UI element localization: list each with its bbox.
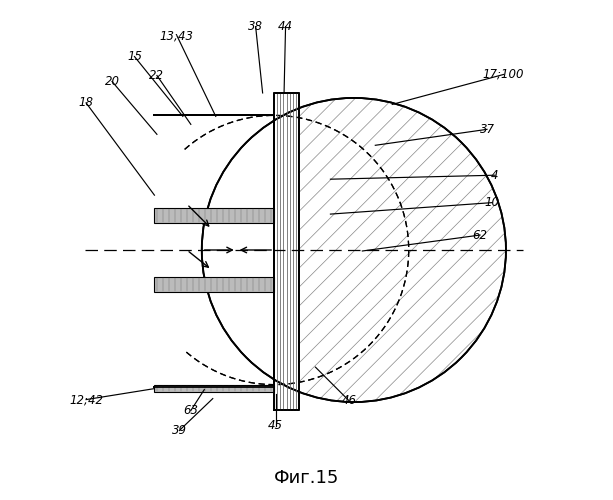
Text: 12;42: 12;42 [69, 393, 103, 406]
Text: 45: 45 [268, 419, 283, 432]
Text: 39: 39 [172, 424, 187, 437]
Text: 4: 4 [491, 168, 499, 181]
Bar [154, 116, 274, 387]
Bar [154, 208, 274, 222]
Text: 38: 38 [248, 20, 263, 33]
Text: 62: 62 [473, 228, 487, 241]
Text: 17;100: 17;100 [482, 68, 524, 81]
Text: 46: 46 [341, 394, 356, 407]
Bar [154, 116, 274, 387]
Text: 22: 22 [150, 69, 164, 82]
Text: 20: 20 [105, 75, 120, 88]
Text: 37: 37 [479, 123, 495, 136]
Text: Фиг.15: Фиг.15 [274, 469, 339, 487]
Bar [154, 278, 274, 292]
Bar [154, 384, 274, 392]
Text: 15: 15 [127, 50, 142, 63]
Text: 44: 44 [278, 20, 293, 33]
Text: 10: 10 [484, 196, 500, 209]
Text: 18: 18 [78, 96, 94, 110]
Bar [274, 93, 299, 410]
Circle shape [202, 98, 506, 402]
Text: 13;43: 13;43 [160, 29, 194, 42]
Text: 63: 63 [183, 404, 199, 417]
